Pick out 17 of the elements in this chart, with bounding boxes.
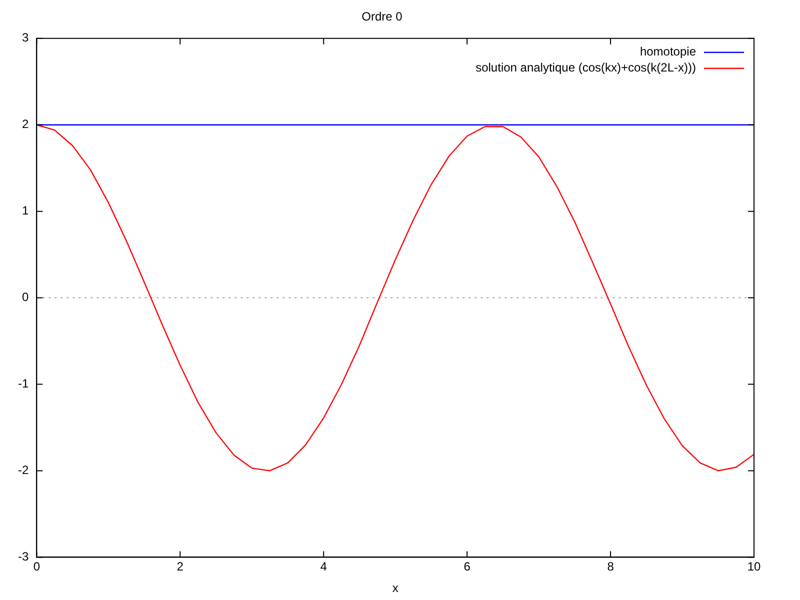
x-tick-label: 10 [747, 560, 761, 574]
y-tick-label: 2 [22, 117, 29, 132]
y-tick-label: -3 [18, 550, 29, 564]
y-tick-label: 1 [22, 204, 29, 218]
x-tick-label: 6 [464, 560, 471, 574]
x-tick-label: 8 [607, 560, 614, 574]
y-tick-label: -2 [18, 463, 29, 478]
y-tick-label: 0 [22, 290, 29, 304]
chart-title: Ordre 0 [362, 10, 403, 24]
x-tick-label: 4 [320, 560, 328, 574]
legend-label: solution analytique (cos(kx)+cos(k(2L-x))) [476, 60, 696, 75]
y-tick-label: -1 [18, 376, 29, 391]
legend-label: homotopie [640, 44, 696, 59]
x-tick-label: 2 [176, 560, 184, 574]
y-tick-label: 3 [22, 30, 29, 45]
x-tick-label: 0 [33, 560, 40, 574]
x-axis-title: x [392, 581, 398, 596]
